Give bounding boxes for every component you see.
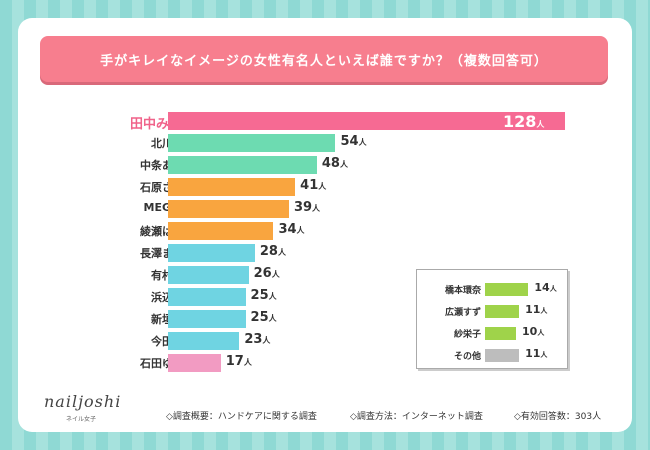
inset-category-label: 橋本環奈	[444, 286, 481, 296]
respondent-count: ◇有効回答数：303人	[514, 412, 602, 422]
bar	[168, 156, 317, 174]
bar-row: 田中みな実 128人	[40, 110, 600, 132]
value-label: 54人	[340, 134, 367, 149]
inset-value-label: 11人	[525, 303, 548, 316]
inset-category-label: 広瀬すず	[444, 308, 481, 318]
value-label: 34人	[278, 222, 305, 237]
bar-row: 北川景子 54人	[40, 132, 600, 154]
logo: nailjoshi	[44, 392, 122, 411]
value-label: 41人	[300, 178, 327, 193]
logo-subtitle: ネイル女子	[66, 416, 97, 423]
bar-row: 石原さとみ 41人	[40, 176, 600, 198]
value-label: 25人	[250, 288, 277, 303]
inset-category-label: その他	[453, 352, 481, 362]
inset-bar	[485, 283, 529, 296]
value-label: 48人	[321, 156, 348, 171]
inset-bar	[485, 305, 520, 318]
value-label: 25人	[250, 310, 277, 325]
inset-value-label: 10人	[522, 325, 545, 338]
inset-legend-box: 橋本環奈 14人 広瀬すず 11人 紗栄子 10人 その他 11人	[416, 269, 568, 369]
inset-row: 橋本環奈 14人	[417, 280, 567, 298]
inset-value-label: 11人	[525, 347, 548, 360]
inset-value-label: 14人	[534, 281, 557, 294]
bar	[168, 310, 246, 328]
value-label: 26人	[253, 266, 280, 281]
survey-overview: ◇調査概要：ハンドケアに関する調査	[166, 412, 317, 422]
inset-bar	[485, 327, 516, 340]
bar-row: 綾瀬はるか 34人	[40, 220, 600, 242]
bar	[168, 178, 296, 196]
survey-method: ◇調査方法：インターネット調査	[350, 412, 483, 422]
bar	[168, 266, 249, 284]
chart-title: 手がキレイなイメージの女性有名人といえば誰ですか？（複数回答可）	[40, 36, 608, 82]
bar-row: MEGUMI 39人	[40, 198, 600, 220]
bar-row: 有村架純 26人	[40, 264, 600, 286]
bar	[168, 200, 289, 218]
value-label: 128人	[503, 112, 545, 131]
bar-row: 新垣結衣 25人	[40, 308, 600, 330]
bar	[168, 222, 274, 240]
bar-row: 石田ゆり子 17人	[40, 352, 600, 374]
bar	[168, 288, 246, 306]
inset-category-label: 紗栄子	[453, 330, 481, 340]
bar-row: 浜辺美波 25人	[40, 286, 600, 308]
inset-row: その他 11人	[417, 346, 567, 364]
bar-row: 長澤まさみ 28人	[40, 242, 600, 264]
value-label: 28人	[259, 244, 286, 259]
bar	[168, 354, 221, 372]
value-label: 39人	[293, 200, 321, 215]
inset-bar	[485, 349, 520, 362]
bar-row: 今田美桜 23人	[40, 330, 600, 352]
bar	[168, 244, 255, 262]
bar	[168, 332, 240, 350]
value-label: 17人	[225, 354, 252, 369]
bar	[168, 112, 565, 130]
inset-row: 紗栄子 10人	[417, 324, 567, 342]
bar-row: 中条あやみ 48人	[40, 154, 600, 176]
bar	[168, 134, 336, 152]
value-label: 23人	[244, 332, 271, 347]
inset-row: 広瀬すず 11人	[417, 302, 567, 320]
